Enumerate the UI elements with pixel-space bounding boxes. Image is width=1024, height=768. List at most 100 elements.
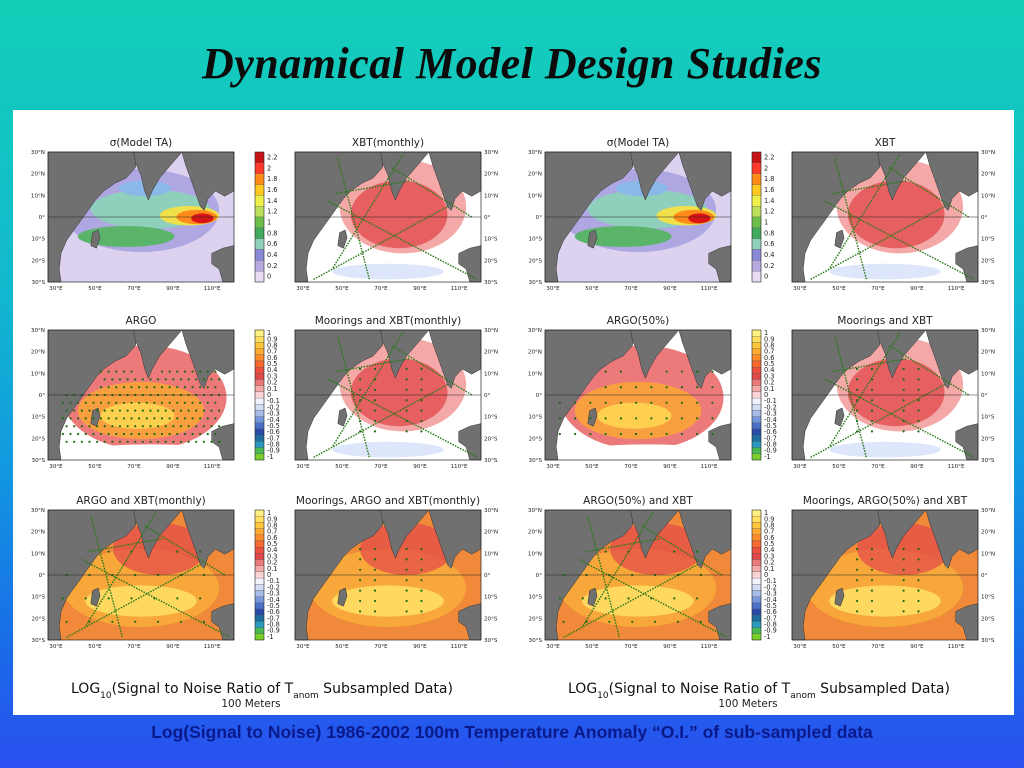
lon-tick-label: 70°E bbox=[871, 644, 885, 650]
argo-float-dot bbox=[176, 597, 179, 600]
argo-float-dot bbox=[96, 440, 99, 443]
colorbar-tick-label: 1.2 bbox=[267, 208, 278, 216]
lat-tick-label: 10°S bbox=[529, 237, 543, 243]
land-madagascar bbox=[90, 587, 101, 607]
lat-tick-label: 10°S bbox=[484, 415, 498, 421]
mooring-dot bbox=[420, 378, 423, 381]
mooring-dot bbox=[870, 430, 874, 433]
argo-float-dot bbox=[214, 370, 217, 373]
mooring-dot bbox=[359, 409, 362, 412]
mooring-dot bbox=[420, 558, 423, 561]
footer-log: LOG bbox=[71, 681, 100, 697]
mooring-dot bbox=[420, 388, 423, 391]
colorbar-tick-label: 0.3 bbox=[267, 552, 278, 560]
colorbar-swatch bbox=[254, 360, 265, 368]
colorbar-tick-label: 1 bbox=[764, 509, 768, 517]
colorbar-swatch bbox=[751, 422, 762, 430]
mooring-dot bbox=[917, 409, 920, 412]
land-india bbox=[133, 151, 183, 201]
argo-float-dot bbox=[195, 378, 198, 381]
colorbar-tick-label: -0.6 bbox=[267, 428, 280, 436]
colorbar-swatch bbox=[254, 367, 265, 374]
mooring-dot bbox=[420, 430, 423, 433]
argo-float-dot bbox=[206, 386, 209, 389]
argo-float-dot bbox=[650, 386, 653, 389]
land-india bbox=[133, 329, 183, 379]
colorbar-swatch bbox=[751, 260, 762, 272]
colorbar-swatch bbox=[254, 216, 265, 228]
lon-tick-label: 110°E bbox=[203, 464, 220, 470]
land-africa bbox=[294, 329, 385, 461]
mooring-dot bbox=[902, 558, 905, 561]
argo-float-dot bbox=[558, 417, 561, 420]
mooring-dot bbox=[902, 409, 905, 412]
argo-float-dot bbox=[199, 386, 202, 389]
argo-float-dot bbox=[115, 417, 118, 420]
mooring-dot bbox=[359, 579, 362, 582]
colorbar-tick-label: 1 bbox=[267, 218, 271, 226]
colorbar-tick-label: 0.7 bbox=[764, 528, 775, 536]
argo-float-dot bbox=[103, 425, 106, 428]
argo-float-dot bbox=[126, 378, 129, 381]
field-band bbox=[847, 358, 945, 427]
mooring-dot bbox=[420, 599, 423, 603]
colorbar-tick-label: 0.6 bbox=[764, 354, 775, 362]
argo-float-dot bbox=[118, 425, 122, 428]
argo-float-dot bbox=[130, 386, 133, 389]
mooring-dot bbox=[856, 409, 859, 412]
mooring-dot bbox=[420, 547, 423, 551]
panel-title: Moorings, ARGO(50%) and XBT bbox=[803, 495, 968, 507]
argo-float-dot bbox=[650, 432, 653, 436]
colorbar-tick-label: -0.2 bbox=[267, 583, 280, 591]
colorbar-swatch bbox=[751, 608, 762, 616]
mooring-dot bbox=[917, 388, 920, 391]
mooring-dot bbox=[420, 367, 423, 371]
argo-float-dot bbox=[111, 425, 114, 428]
lon-tick-label: 110°E bbox=[203, 286, 220, 292]
colorbar-swatch bbox=[254, 238, 265, 250]
argo-float-dot bbox=[107, 401, 110, 404]
lon-tick-label: 90°E bbox=[910, 464, 924, 470]
colorbar-swatch bbox=[254, 373, 265, 380]
argo-float-dot bbox=[665, 370, 668, 373]
argo-float-dot bbox=[122, 432, 125, 436]
lat-tick-label: 30°N bbox=[528, 328, 542, 334]
argo-float-dot bbox=[130, 597, 133, 600]
argo-float-dot bbox=[145, 401, 148, 404]
mooring-dot bbox=[405, 589, 408, 592]
lat-tick-label: 10°N bbox=[528, 371, 542, 377]
argo-float-dot bbox=[711, 401, 714, 404]
mooring-dot bbox=[420, 610, 423, 613]
colorbar-swatch bbox=[254, 447, 265, 454]
lat-tick-label: 0° bbox=[981, 215, 988, 221]
land-africa bbox=[47, 151, 138, 283]
argo-float-dot bbox=[202, 409, 205, 412]
colorbar-swatch bbox=[254, 596, 265, 603]
map-panel: ARGO(50%) and XBT 30°N 20°N 10°N 0° 10°S 20°S 3… bbox=[528, 495, 777, 650]
lat-tick-label: 30°N bbox=[31, 328, 45, 334]
xbt-track-line bbox=[335, 179, 411, 195]
colorbar-swatch bbox=[254, 528, 265, 535]
colorbar-swatch bbox=[751, 173, 762, 185]
argo-float-dot bbox=[115, 370, 118, 373]
xbt-track-line bbox=[563, 563, 698, 639]
argo-float-dot bbox=[199, 401, 202, 404]
lat-tick-label: 10°S bbox=[32, 595, 46, 601]
colorbar-tick-label: 0.6 bbox=[267, 534, 278, 542]
mooring-dot bbox=[359, 589, 362, 592]
mooring-dot bbox=[373, 558, 377, 561]
argo-float-dot bbox=[115, 432, 118, 436]
lat-tick-label: 0° bbox=[484, 393, 491, 399]
argo-float-dot bbox=[157, 378, 160, 381]
argo-float-dot bbox=[111, 378, 114, 381]
xbt-track-line bbox=[88, 537, 164, 553]
map-panel: XBT 30°N 20°N 10°N 0° 10°S 20°S 30°S 30°E 50°E 70°… bbox=[791, 137, 995, 292]
argo-float-dot bbox=[635, 386, 638, 389]
colorbar-swatch bbox=[751, 590, 762, 597]
colorbar-tick-label: 1.4 bbox=[764, 197, 775, 205]
argo-float-dot bbox=[195, 409, 198, 412]
argo-float-dot bbox=[665, 432, 668, 436]
argo-float-dot bbox=[141, 378, 144, 381]
argo-float-dot bbox=[665, 417, 668, 420]
colorbar-swatch bbox=[751, 391, 762, 399]
